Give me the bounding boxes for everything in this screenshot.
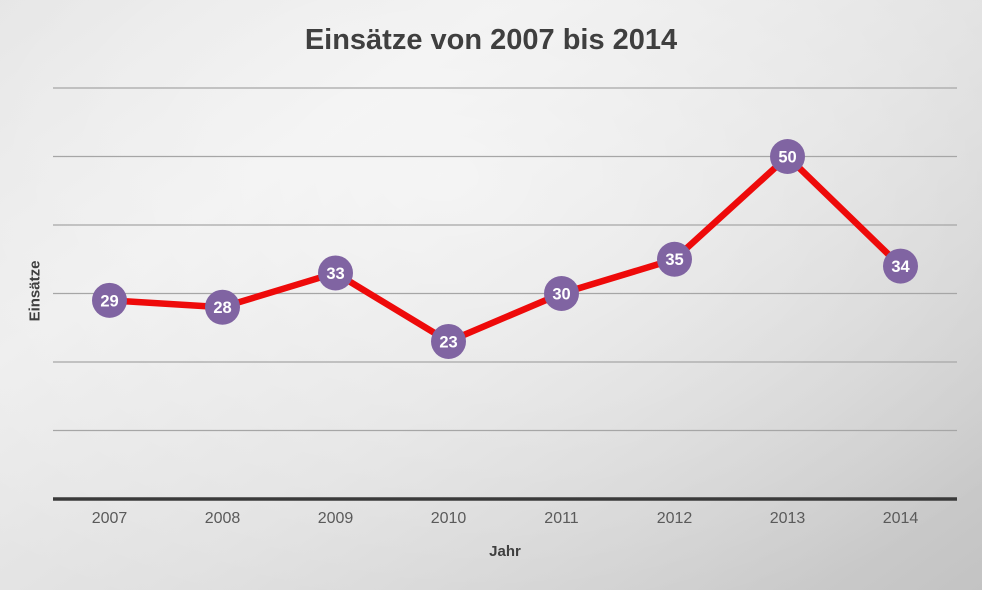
x-axis-title: Jahr [489,543,521,560]
data-point-marker [318,255,353,291]
series-line [106,153,904,345]
data-point-label: 23 [439,333,457,351]
x-tick-label: 2014 [882,510,919,527]
data-point-label: 35 [665,251,683,269]
data-point-label: 34 [891,258,910,276]
data-point-marker [205,289,240,325]
x-tick-label: 2013 [769,510,806,527]
data-point-label: 28 [213,299,231,317]
chart-title: Einsätze von 2007 bis 2014 [304,24,678,56]
data-point-marker [92,282,127,318]
data-point-marker [544,276,579,311]
x-tick-label: 2011 [544,510,579,527]
data-point-label: 33 [326,265,344,283]
x-tick-label: 2008 [204,510,241,527]
data-point-marker [431,323,466,359]
data-point-marker [657,241,692,277]
x-tick-label: 2012 [656,510,693,527]
data-point-label: 30 [552,285,570,303]
data-point-label: 50 [778,148,796,166]
data-point-label: 29 [100,292,118,310]
data-point-marker [770,139,805,174]
x-tick-label: 2009 [317,510,354,527]
x-tick-label: 2010 [430,510,467,527]
data-point-marker [883,248,918,284]
x-tick-label: 2007 [91,510,128,527]
x-axis-tick-labels: 2007 2008 2009 2010 2011 2012 2013 2014 [0,510,982,534]
